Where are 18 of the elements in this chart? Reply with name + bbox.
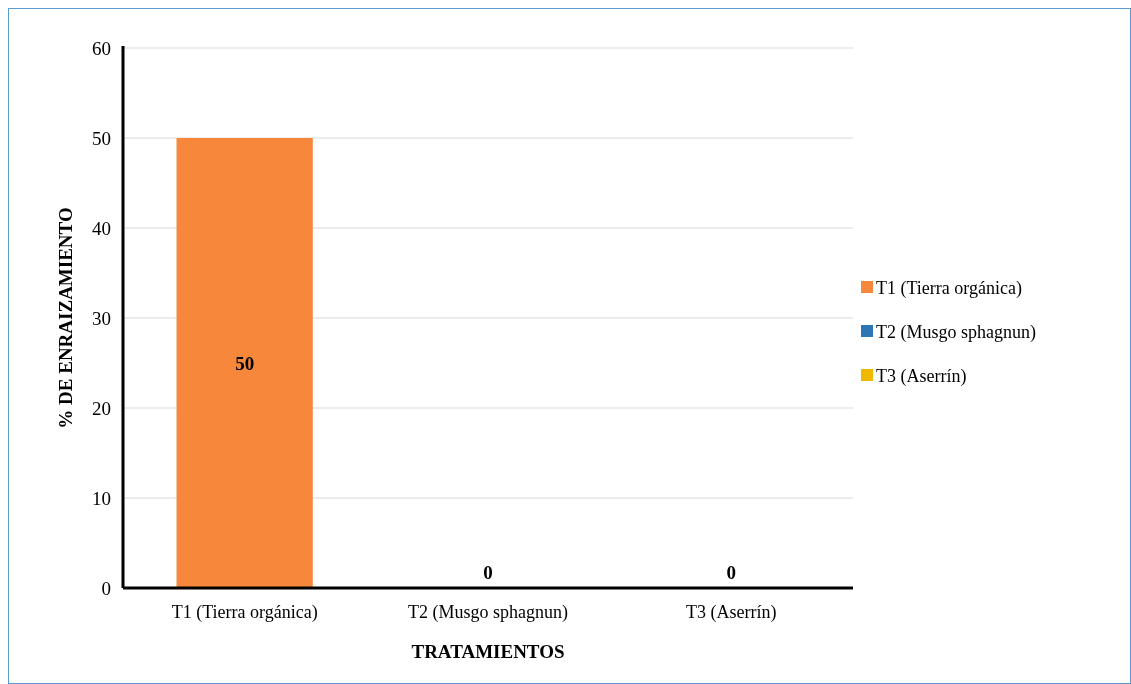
data-label: 0 (483, 561, 493, 583)
legend-label: T2 (Musgo sphagnun) (876, 322, 1036, 344)
legend-label: T3 (Aserrín) (876, 366, 967, 388)
y-tick-label: 20 (92, 397, 111, 419)
y-tick-label: 60 (92, 37, 111, 59)
y-tick-label: 50 (92, 127, 111, 149)
data-label: 0 (726, 561, 737, 583)
legend-label: T1 (Tierra orgánica) (876, 278, 1022, 300)
x-tick-label: T3 (Aserrín) (686, 602, 777, 623)
data-label: 50 (235, 352, 255, 374)
y-tick-label: 0 (101, 577, 111, 599)
x-axis-title: TRATAMIENTOS (411, 641, 565, 662)
y-tick-label: 10 (92, 487, 111, 509)
y-axis-title: % DE ENRAIZAMIENTO (55, 207, 76, 429)
y-tick-label: 30 (92, 307, 111, 329)
y-tick-label: 40 (92, 217, 111, 239)
x-tick-label: T1 (Tierra orgánica) (171, 602, 318, 623)
x-tick-label: T2 (Musgo sphagnun) (408, 602, 568, 623)
